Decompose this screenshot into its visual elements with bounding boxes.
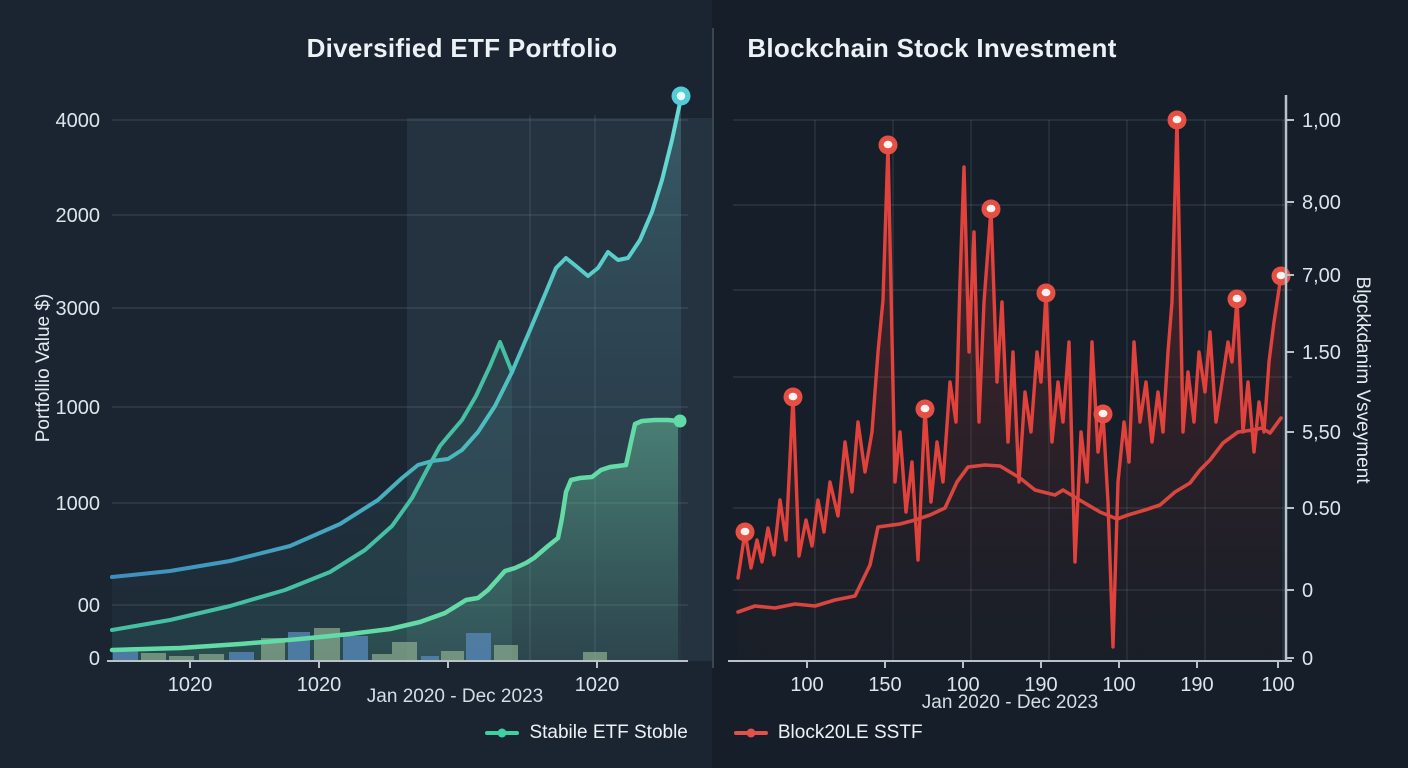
right-x-axis-sublabel: Jan 2020 - Dec 2023 (921, 692, 1099, 713)
chart-legend: Stabile ETF Stoble Block20LE SSTF (0, 722, 1408, 744)
legend-item-etf[interactable]: Stabile ETF Stoble (485, 722, 688, 744)
etf-legend-swatch-icon (485, 731, 520, 735)
left-line-c-stepped (109, 417, 681, 653)
left-y-tick-label: 0 (89, 648, 100, 670)
right-y-tick-label: 1.50 (1302, 342, 1341, 364)
left-volume-bar (421, 656, 439, 661)
left-y-tick-label: 3000 (56, 298, 101, 320)
left-volume-bar (141, 653, 166, 661)
left-volume-bar (583, 652, 607, 661)
right-chart-title: Blockchain Stock Investment (747, 33, 1117, 63)
right-x-tick-label: 100 (790, 674, 823, 696)
right-area-blockchain-volatile-line (738, 120, 1281, 661)
left-chart-title: Diversified ETF Portfolio (306, 33, 618, 63)
left-y-axis-title: Portfollio Value $) (33, 293, 54, 443)
left-line-a-main-growth (110, 96, 683, 579)
right-x-tick-label: 190 (1180, 674, 1213, 696)
left-volume-bar (229, 652, 254, 661)
left-x-tick-label: 1020 (297, 674, 342, 696)
left-line-b-secondary-growth (110, 340, 514, 632)
right-y-tick-label: 0.50 (1302, 498, 1341, 520)
left-x-axis-sublabel: Jan 2020 - Dec 2023 (366, 686, 544, 707)
right-y-tick-label: 0 (1302, 580, 1313, 602)
right-blockchain-average-line (736, 416, 1283, 614)
right-x-tick-label: 190 (1024, 674, 1057, 696)
left-volume-bar (372, 654, 392, 661)
right-peak-marker-core (1098, 409, 1108, 418)
right-peak-marker-core (986, 204, 996, 213)
left-y-tick-label: 2000 (56, 205, 101, 227)
right-y-axis-title: Blgckkdanim Vsveyment (1352, 276, 1373, 484)
left-area-line-a-main-growth (112, 98, 681, 661)
left-line-c-stepped-end-marker (673, 414, 687, 428)
right-y-tick-label: 1,00 (1302, 110, 1341, 132)
blockchain-legend-swatch-icon (733, 731, 768, 735)
left-line-a-main-growth-end-marker-core (676, 91, 686, 101)
right-y-tick-label: 8,00 (1302, 192, 1341, 214)
left-volume-bar (343, 636, 368, 661)
left-y-tick-label: 1000 (56, 397, 101, 419)
left-volume-bar (199, 654, 224, 661)
right-peak-marker-core (920, 404, 930, 413)
left-y-tick-label: 1000 (56, 493, 101, 515)
right-y-tick-label: 0 (1302, 648, 1313, 670)
left-volume-bar (466, 633, 491, 661)
left-area-line-c-stepped (112, 420, 678, 661)
right-peak-marker-core (1041, 288, 1051, 297)
etf-legend-label: Stabile ETF Stoble (529, 722, 688, 743)
right-x-tick-label: 100 (946, 674, 979, 696)
right-peak-marker-core (1172, 115, 1182, 124)
left-volume-bar (113, 651, 138, 661)
left-volume-bar (494, 645, 518, 661)
right-x-tick-label: 100 (1102, 674, 1135, 696)
left-y-tick-label: 00 (78, 595, 100, 617)
left-y-tick-label: 4000 (56, 110, 101, 132)
left-volume-bar (392, 642, 417, 661)
left-x-tick-label: 1020 (575, 674, 620, 696)
right-y-tick-label: 7,00 (1302, 265, 1341, 287)
right-x-tick-label: 150 (868, 674, 901, 696)
right-x-tick-label: 100 (1261, 674, 1294, 696)
right-blockchain-volatile-line (736, 118, 1283, 649)
blockchain-legend-label: Block20LE SSTF (777, 722, 923, 743)
left-volume-bar (314, 628, 340, 661)
legend-item-blockchain[interactable]: Block20LE SSTF (733, 722, 923, 744)
right-peak-marker-core (883, 140, 893, 149)
right-peak-marker-core (740, 527, 750, 536)
left-volume-bar (441, 651, 464, 661)
left-x-tick-label: 1020 (168, 674, 213, 696)
right-y-tick-label: 5,50 (1302, 422, 1341, 444)
right-peak-marker-core (1276, 271, 1286, 280)
left-volume-bar (169, 656, 194, 661)
right-peak-marker-core (788, 392, 798, 401)
right-peak-marker-core (1232, 294, 1242, 303)
